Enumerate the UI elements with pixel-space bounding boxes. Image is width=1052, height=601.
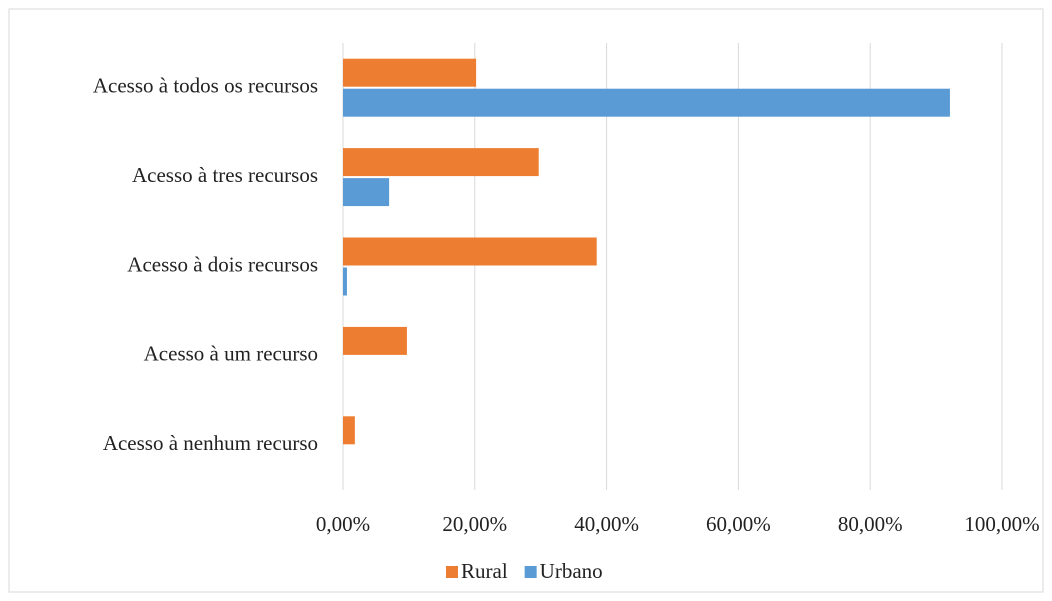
legend-label: Urbano [540,559,603,583]
x-tick-label: 100,00% [964,512,1039,536]
legend-marker [524,566,537,578]
bar [343,58,477,87]
y-tick-label: Acesso à nenhum recurso [103,431,318,455]
bar [343,237,597,266]
legend-label: Rural [461,559,508,583]
bar [343,178,390,207]
legend-marker [446,566,458,578]
bar [343,267,347,296]
y-tick-label: Acesso à um recurso [144,342,318,366]
x-tick-label: 80,00% [838,512,903,536]
y-tick-label: Acesso à tres recursos [132,163,318,187]
bar [343,326,407,355]
bar [343,148,539,177]
bar [343,88,950,117]
x-tick-label: 20,00% [442,512,507,536]
y-tick-label: Acesso à dois recursos [127,252,318,276]
x-tick-label: 0,00% [316,512,370,536]
x-tick-label: 40,00% [574,512,639,536]
y-tick-label: Acesso à todos os recursos [93,74,318,98]
x-tick-label: 60,00% [706,512,771,536]
bar [343,416,355,445]
